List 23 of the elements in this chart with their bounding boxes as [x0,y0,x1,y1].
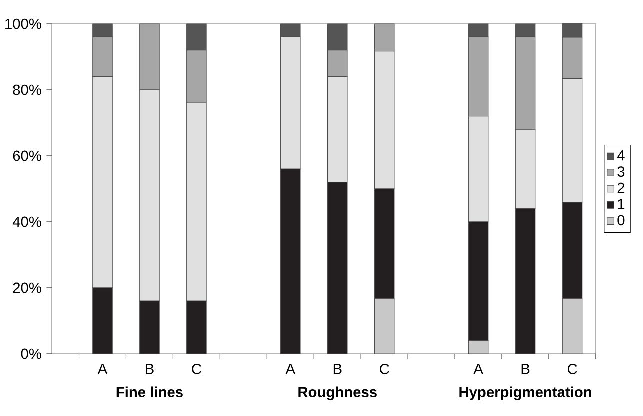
y-tick-label: 60% [13,150,42,162]
legend-label: 1 [618,199,625,210]
y-tick-label: 0% [21,348,42,360]
text: Fine lines [116,386,183,398]
x-tick-label: B [522,364,530,374]
y-tick-label: 40% [12,216,42,228]
legend-label: 2 [618,182,625,194]
legend-label: 0 [618,215,625,226]
text: Roughness [298,386,377,400]
x-tick-label: B [146,364,154,374]
x-tick-label: C [568,364,578,374]
text: Hyperpigmentation [460,386,592,400]
x-tick-label: A [474,364,484,374]
x-tick-label: A [286,364,296,374]
x-tick-label: B [334,364,342,374]
y-tick-label: 80% [13,84,42,96]
x-tick-label: A [98,364,108,374]
legend-label: 3 [618,166,625,178]
x-tick-label: C [192,364,202,374]
x-tick-label: C [380,364,390,374]
legend-label: 4 [617,150,625,161]
y-tick-label: 100% [6,18,42,30]
y-tick-label: 20% [13,282,42,294]
